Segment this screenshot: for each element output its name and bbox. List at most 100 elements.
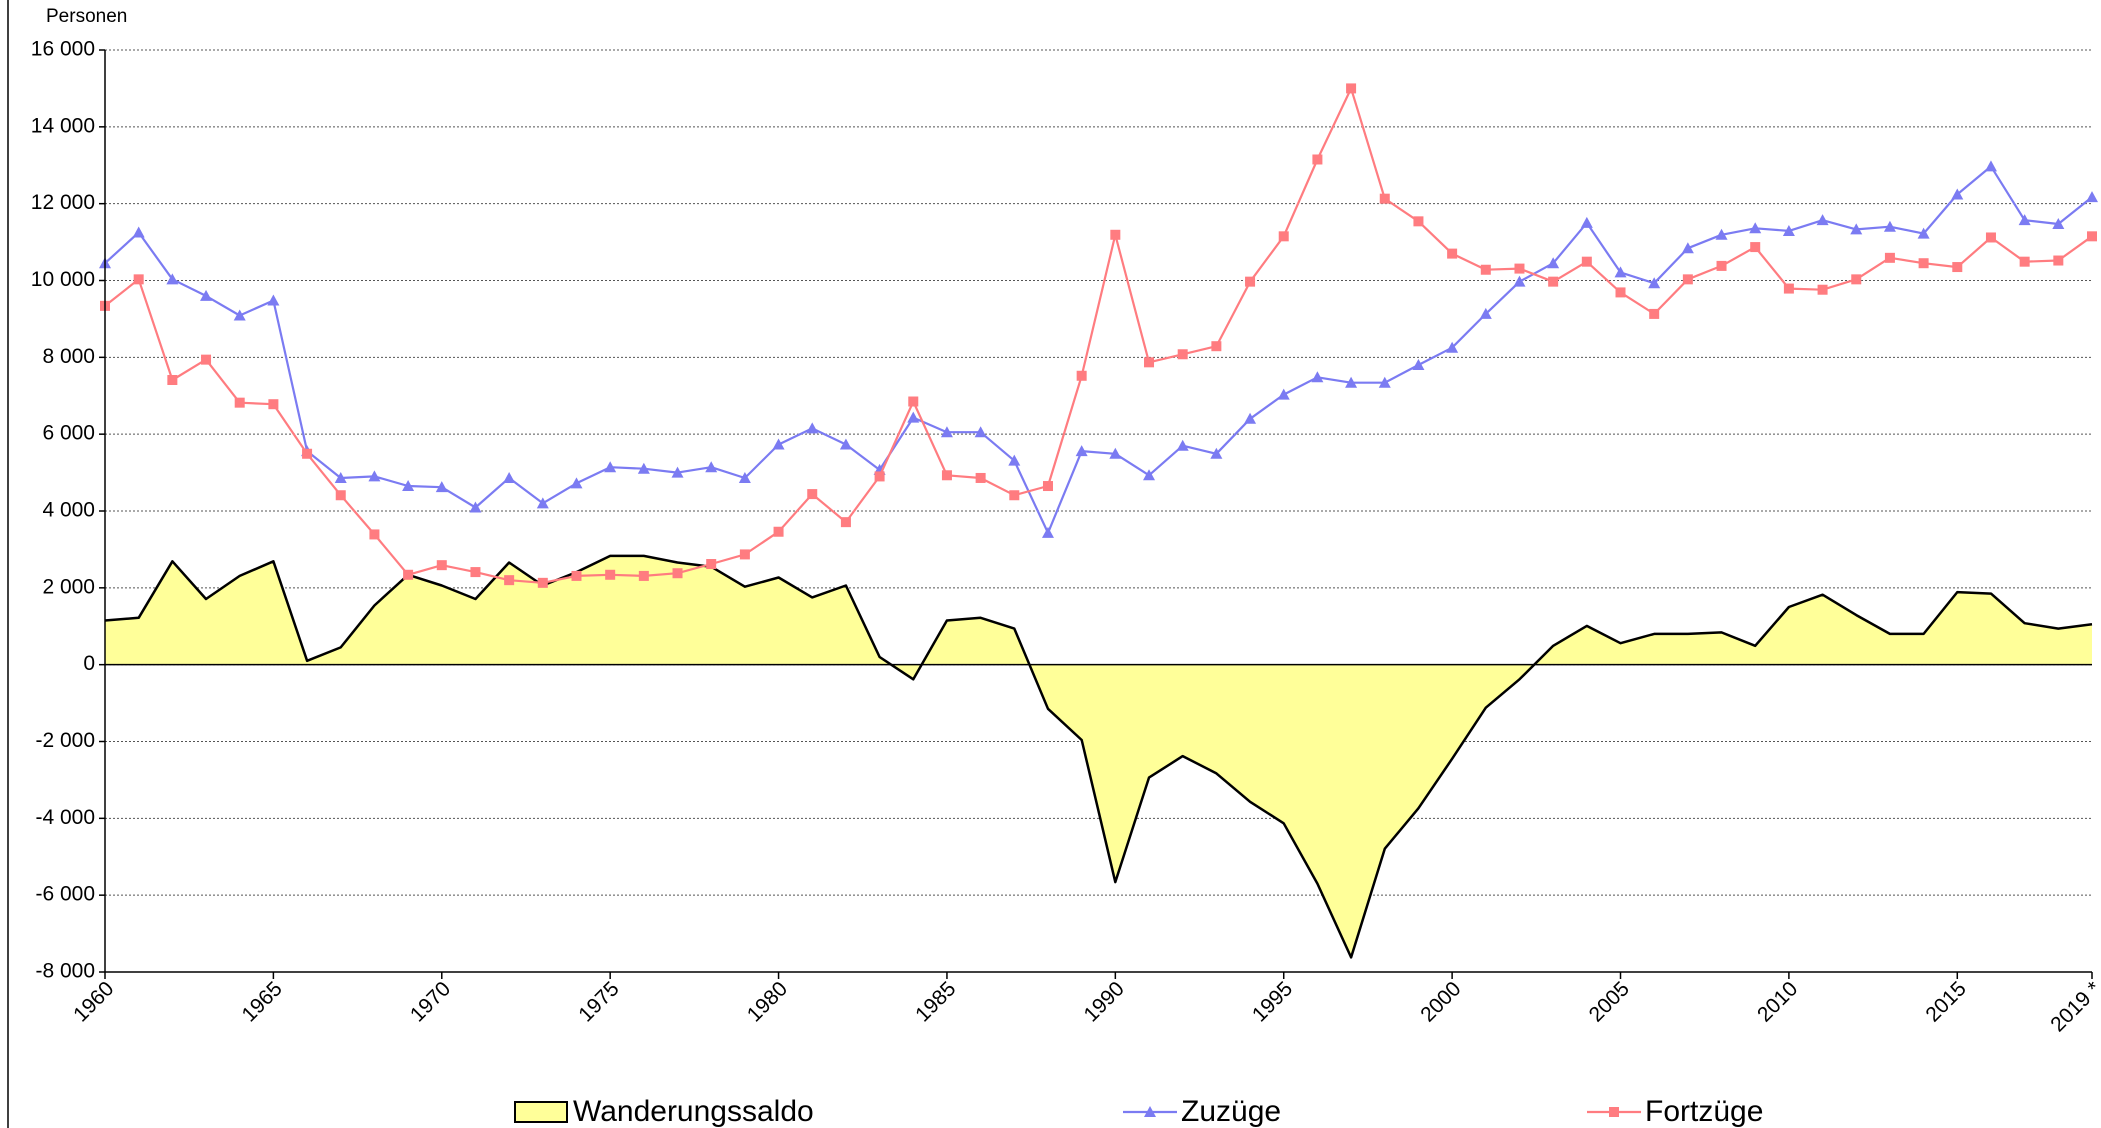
marker bbox=[1378, 376, 1391, 388]
marker bbox=[537, 577, 548, 588]
area-outline bbox=[104, 554, 2093, 959]
y-tick-label: 16 000 bbox=[31, 38, 95, 61]
marker bbox=[908, 396, 919, 407]
marker bbox=[1311, 371, 1324, 383]
marker bbox=[1952, 262, 1963, 273]
marker bbox=[1244, 412, 1257, 424]
marker bbox=[1009, 490, 1020, 501]
y-tick-label: -4 000 bbox=[35, 806, 95, 829]
marker bbox=[671, 466, 684, 478]
marker bbox=[470, 567, 481, 578]
marker bbox=[1547, 257, 1560, 269]
marker bbox=[839, 438, 852, 450]
marker bbox=[571, 570, 582, 581]
series-line bbox=[104, 165, 2093, 534]
marker bbox=[1817, 284, 1828, 295]
marker bbox=[1883, 220, 1896, 232]
marker bbox=[268, 399, 279, 410]
marker bbox=[1782, 224, 1795, 236]
marker bbox=[1918, 258, 1929, 269]
marker bbox=[1176, 439, 1189, 451]
marker bbox=[840, 517, 851, 528]
marker bbox=[132, 226, 145, 238]
marker bbox=[2019, 256, 2030, 267]
marker bbox=[2018, 214, 2031, 226]
marker bbox=[807, 489, 818, 500]
marker bbox=[907, 411, 920, 423]
marker bbox=[874, 471, 885, 482]
marker bbox=[267, 294, 280, 306]
marker bbox=[1143, 469, 1156, 481]
marker bbox=[402, 480, 415, 492]
marker bbox=[201, 354, 212, 365]
marker bbox=[1412, 359, 1425, 371]
marker bbox=[1850, 223, 1863, 235]
marker bbox=[200, 289, 213, 301]
y-tick-label: -2 000 bbox=[35, 729, 95, 752]
marker bbox=[1278, 231, 1289, 242]
marker bbox=[1177, 349, 1188, 360]
marker bbox=[1312, 154, 1323, 165]
legend-swatch bbox=[514, 1101, 568, 1123]
marker bbox=[2087, 231, 2097, 242]
legend-marker bbox=[1609, 1107, 1619, 1117]
marker bbox=[1851, 274, 1862, 285]
marker bbox=[1984, 160, 1997, 172]
marker bbox=[705, 461, 718, 473]
marker bbox=[975, 472, 986, 483]
marker bbox=[941, 470, 952, 481]
y-tick-label: 6 000 bbox=[42, 422, 95, 445]
marker bbox=[1008, 454, 1021, 466]
marker bbox=[133, 274, 144, 285]
legend-label: Wanderungssaldo bbox=[573, 1095, 814, 1128]
marker bbox=[1716, 260, 1727, 271]
marker bbox=[1951, 188, 1964, 200]
y-tick-label: 8 000 bbox=[42, 345, 95, 368]
marker bbox=[302, 448, 313, 459]
y-tick-label: -8 000 bbox=[35, 960, 95, 983]
marker bbox=[1615, 287, 1626, 298]
marker bbox=[1245, 276, 1256, 287]
y-tick-label: 2 000 bbox=[42, 575, 95, 598]
marker bbox=[1211, 341, 1222, 352]
marker bbox=[166, 273, 179, 285]
marker bbox=[806, 422, 819, 434]
legend-label: Zuzüge bbox=[1181, 1095, 1281, 1128]
marker bbox=[638, 570, 649, 581]
marker bbox=[1446, 341, 1459, 353]
marker bbox=[738, 471, 751, 483]
marker bbox=[2086, 191, 2098, 203]
marker bbox=[1750, 242, 1761, 253]
marker bbox=[1816, 214, 1829, 226]
marker bbox=[503, 471, 516, 483]
marker bbox=[403, 569, 414, 580]
marker bbox=[335, 490, 346, 501]
marker bbox=[940, 426, 953, 438]
y-tick-label: -6 000 bbox=[35, 883, 95, 906]
area-fill bbox=[105, 555, 2092, 958]
marker bbox=[772, 438, 785, 450]
legend-label: Fortzüge bbox=[1645, 1095, 1763, 1128]
marker bbox=[1075, 445, 1088, 457]
marker bbox=[2053, 255, 2064, 266]
marker bbox=[233, 309, 246, 321]
legend-marker bbox=[1144, 1106, 1156, 1117]
marker bbox=[1580, 216, 1593, 228]
y-tick-label: 0 bbox=[83, 652, 95, 675]
marker bbox=[1479, 307, 1492, 319]
marker bbox=[1042, 481, 1053, 492]
marker bbox=[1514, 263, 1525, 274]
marker bbox=[1144, 357, 1155, 368]
marker bbox=[1715, 228, 1728, 240]
marker bbox=[435, 481, 448, 493]
marker bbox=[974, 426, 987, 438]
marker bbox=[1681, 242, 1694, 254]
marker bbox=[1884, 252, 1895, 263]
marker bbox=[2052, 218, 2065, 230]
marker bbox=[1277, 388, 1290, 400]
marker bbox=[1648, 277, 1661, 289]
y-tick-label: 12 000 bbox=[31, 191, 95, 214]
marker bbox=[1649, 308, 1660, 319]
